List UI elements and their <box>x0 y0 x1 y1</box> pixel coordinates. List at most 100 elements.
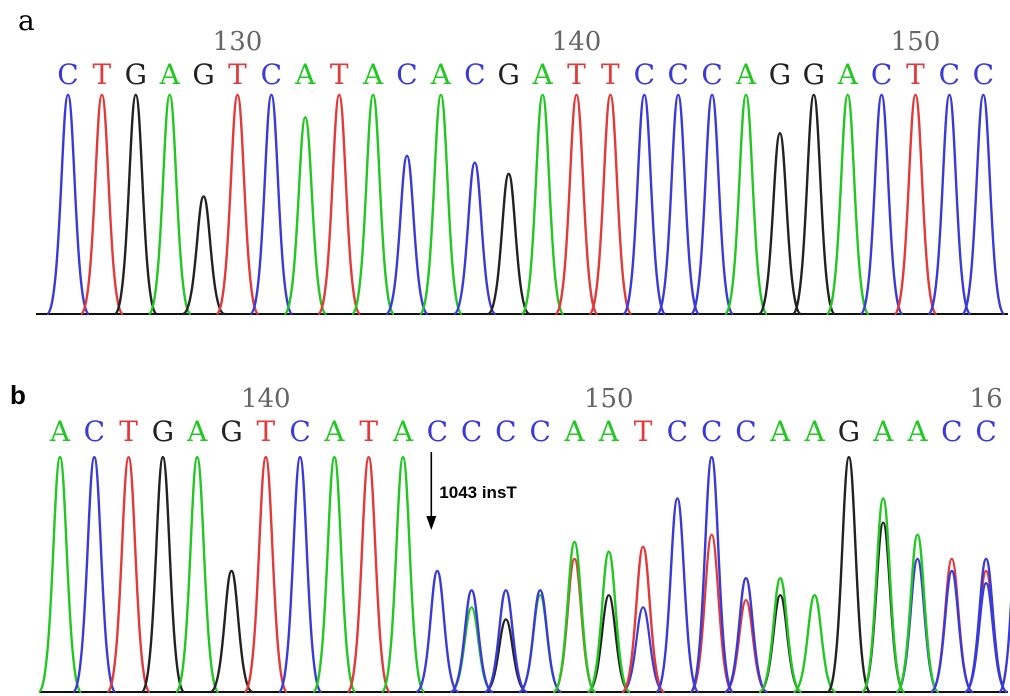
base-call-1: T <box>93 58 112 91</box>
peak-22-G <box>791 93 836 316</box>
peak-13-G <box>486 172 531 316</box>
peak-8-A <box>311 456 357 694</box>
base-call-10: A <box>392 415 414 448</box>
peak-18-C <box>656 93 701 316</box>
base-call-2: T <box>119 415 138 448</box>
peak-19-C <box>689 93 735 316</box>
secondary-peak-T-27 <box>964 569 1008 694</box>
peak-18-C <box>654 497 700 694</box>
insertion-annotation-label: 1043 insT <box>439 483 517 502</box>
secondary-peak-G-16 <box>586 594 631 694</box>
base-call-8: A <box>323 415 345 448</box>
peak-4-A <box>174 456 220 694</box>
base-call-26: C <box>941 415 962 448</box>
position-label-16: 16 <box>970 384 1003 414</box>
position-label-150: 150 <box>584 384 634 414</box>
peak-28-C <box>997 601 1010 694</box>
base-call-21: G <box>769 58 791 91</box>
peak-12-C <box>449 589 494 694</box>
base-call-6: C <box>261 58 282 91</box>
secondary-peak-G-24 <box>860 521 906 694</box>
base-call-4: G <box>192 58 214 91</box>
base-call-0: A <box>49 415 71 448</box>
peak-11-C <box>415 569 460 694</box>
peak-5-G <box>209 569 254 694</box>
base-call-16: T <box>601 58 620 91</box>
peak-11-A <box>418 93 464 316</box>
base-call-6: T <box>256 415 275 448</box>
peak-14-C <box>518 589 563 694</box>
base-call-19: C <box>701 58 722 91</box>
base-call-24: C <box>871 58 892 91</box>
base-call-13: G <box>498 58 520 91</box>
base-call-17: C <box>634 58 655 91</box>
base-call-8: T <box>330 58 349 91</box>
base-call-15: A <box>563 415 585 448</box>
base-call-12: C <box>461 415 482 448</box>
base-call-3: G <box>152 415 174 448</box>
peak-16-A <box>586 550 632 694</box>
peak-1-C <box>71 456 117 694</box>
base-call-4: A <box>186 415 208 448</box>
peak-14-A <box>520 93 565 316</box>
peak-13-C <box>484 589 528 694</box>
base-call-25: A <box>906 415 928 448</box>
base-call-11: C <box>427 415 448 448</box>
base-call-12: C <box>464 58 485 91</box>
peak-20-A <box>723 93 769 316</box>
base-call-3: A <box>159 58 181 91</box>
base-call-5: G <box>220 415 242 448</box>
base-call-20: A <box>735 58 757 91</box>
peak-27-C <box>961 93 1006 316</box>
base-call-22: G <box>803 58 825 91</box>
base-call-25: T <box>906 58 925 91</box>
base-call-1: C <box>84 415 105 448</box>
peak-6-C <box>249 93 294 316</box>
base-call-27: C <box>975 415 996 448</box>
peak-23-A <box>825 93 870 316</box>
panel-label-b: b <box>10 380 26 410</box>
peak-7-A <box>283 116 328 316</box>
panel-label-a: a <box>18 4 35 37</box>
peak-17-C <box>622 93 667 316</box>
peak-20-C <box>724 577 768 694</box>
peak-8-T <box>317 93 362 316</box>
secondary-peak-G-13 <box>484 618 528 694</box>
peak-15-A <box>552 540 597 694</box>
base-call-17: T <box>634 415 653 448</box>
peak-9-A <box>350 93 396 316</box>
peak-1-T <box>79 93 125 316</box>
base-call-10: C <box>396 58 417 91</box>
base-call-19: C <box>701 415 722 448</box>
peak-6-T <box>243 456 289 694</box>
base-call-20: C <box>735 415 756 448</box>
base-call-24: A <box>872 415 894 448</box>
peak-7-C <box>277 456 323 694</box>
base-call-27: C <box>973 58 994 91</box>
position-label-140: 140 <box>552 27 602 57</box>
peak-19-C <box>689 456 735 694</box>
base-call-21: A <box>769 415 791 448</box>
base-call-23: G <box>838 415 860 448</box>
base-call-7: A <box>294 58 316 91</box>
secondary-peak-T-19 <box>689 533 735 694</box>
base-call-14: C <box>529 415 550 448</box>
base-call-9: T <box>359 415 378 448</box>
peak-2-T <box>106 456 152 694</box>
base-call-5: T <box>228 58 247 91</box>
base-call-7: C <box>289 415 310 448</box>
peak-0-A <box>37 456 83 694</box>
position-label-140: 140 <box>241 384 291 414</box>
peak-15-T <box>554 93 599 316</box>
peak-16-T <box>588 93 633 316</box>
base-call-15: T <box>567 58 586 91</box>
peak-5-T <box>215 93 260 316</box>
peak-3-A <box>147 93 192 316</box>
peak-24-C <box>859 93 904 316</box>
peak-17-T <box>620 545 666 694</box>
base-call-18: C <box>667 415 688 448</box>
secondary-peak-C-17 <box>621 606 665 694</box>
